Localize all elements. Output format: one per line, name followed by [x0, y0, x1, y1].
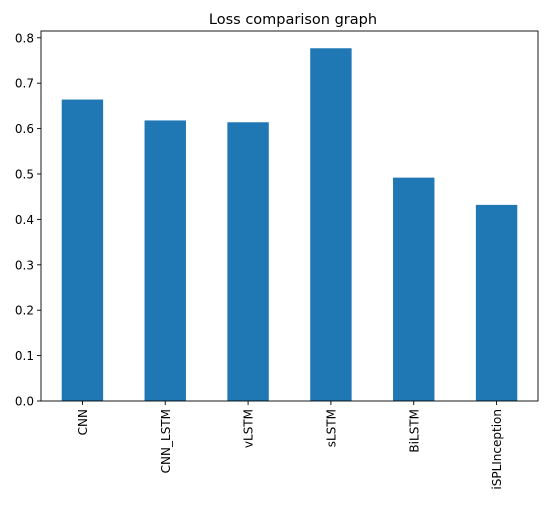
y-tick-label: 0.8: [15, 31, 34, 45]
y-tick-label: 0.1: [15, 349, 34, 363]
bar-bilstm: [393, 177, 435, 401]
y-tick-label: 0.5: [15, 168, 34, 182]
x-tick-label: CNN: [76, 409, 90, 435]
plot-frame: [40, 30, 539, 402]
y-tick-label: 0.0: [15, 395, 34, 409]
bar-isplinception: [475, 204, 518, 401]
x-tick-label: BiLSTM: [407, 409, 421, 453]
bar-cnn: [61, 99, 104, 401]
bar-cnn-lstm: [144, 120, 186, 402]
y-tick-label: 0.4: [15, 213, 34, 227]
bar-slstm: [310, 48, 352, 402]
y-tick-label: 0.6: [15, 122, 34, 136]
x-tick-label: iSPLInception: [490, 409, 504, 490]
y-tick-label: 0.3: [15, 258, 34, 272]
chart-title: Loss comparison graph: [209, 12, 377, 28]
y-tick-label: 0.7: [15, 77, 34, 91]
x-tick-label: vLSTM: [242, 409, 256, 448]
x-tick-label: CNN_LSTM: [159, 409, 173, 473]
bar-vlstm: [227, 122, 269, 402]
y-tick-label: 0.2: [15, 304, 34, 318]
x-tick-label: sLSTM: [324, 409, 338, 447]
